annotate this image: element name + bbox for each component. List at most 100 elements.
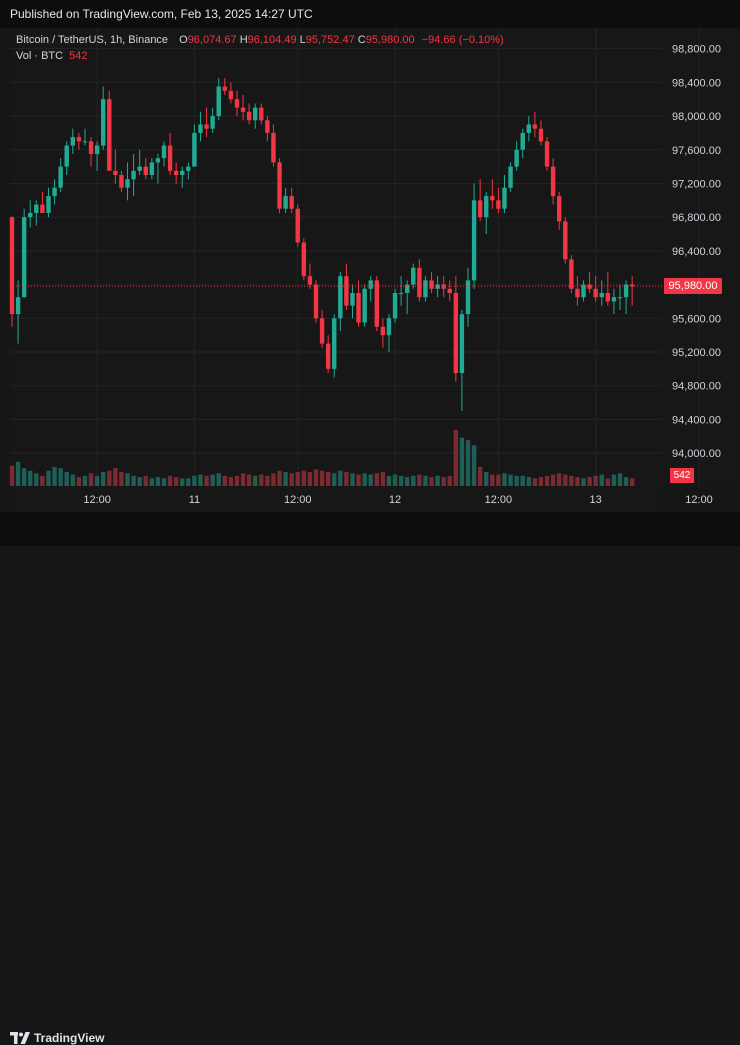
y-tick-label: 98,000.00 (672, 111, 721, 123)
volume-bar (34, 473, 39, 486)
volume-bar (76, 477, 82, 486)
candle-body (520, 132, 525, 150)
grid-layer (10, 28, 700, 486)
volume-bar (623, 477, 629, 486)
volume-bar (277, 470, 282, 486)
volume-bar (283, 472, 288, 486)
tradingview-logo[interactable]: TradingView (10, 1031, 104, 1045)
candle-body (259, 107, 264, 121)
volume-bar (64, 472, 69, 486)
volume-bar (204, 475, 209, 486)
candle-body (532, 124, 538, 129)
price-scale[interactable] (662, 28, 740, 486)
chart-legend: Bitcoin / TetherUS, 1h, Binance O96,074.… (16, 34, 504, 46)
candle-body (411, 267, 416, 285)
candle-body (557, 196, 562, 222)
volume-bar (508, 474, 513, 486)
volume-bar (149, 478, 155, 486)
candle-body (101, 99, 106, 146)
y-tick-label: 98,800.00 (672, 44, 721, 56)
candle-body (234, 99, 240, 108)
candle-body (295, 208, 300, 243)
change-value: −94.66 (−0.10%) (421, 34, 504, 46)
volume-bar (216, 473, 221, 486)
candle-body (283, 196, 288, 209)
open-label: O (179, 34, 188, 46)
candle-body (301, 242, 307, 277)
candle-body (611, 297, 617, 302)
volume-bar (526, 477, 531, 486)
volume-bar (246, 474, 252, 486)
candle-body (173, 170, 179, 176)
volume-bar (253, 475, 258, 486)
y-tick-label: 98,400.00 (672, 77, 721, 89)
candle-body (593, 288, 598, 298)
x-tick-label: 12:00 (685, 494, 713, 506)
candle-body (526, 124, 531, 133)
candle-body (76, 137, 82, 142)
volume-bar (338, 470, 343, 486)
candle-body (240, 107, 246, 112)
y-tick-label: 94,400.00 (672, 414, 721, 426)
volume-bar (125, 473, 130, 486)
candle-body (52, 187, 57, 197)
candle-body (392, 293, 398, 319)
candle-body (484, 196, 489, 218)
candle-body (107, 99, 112, 171)
y-tick-label: 96,800.00 (672, 212, 721, 224)
candle-body (417, 267, 422, 298)
candle-body (508, 166, 513, 188)
volume-bar (392, 474, 398, 486)
candle-body (161, 145, 167, 159)
volume-bar (101, 472, 106, 486)
time-scale[interactable] (10, 486, 662, 512)
last-price-tag: 95,980.00 (664, 278, 722, 295)
x-tick-label: 13 (590, 494, 602, 506)
candle-body (143, 166, 148, 176)
candle-body (356, 293, 361, 323)
y-tick-label: 94,800.00 (672, 381, 721, 393)
volume-bar (563, 474, 568, 486)
candle-body (423, 280, 428, 298)
volume-bar (113, 468, 118, 486)
volume-bar (611, 474, 617, 486)
volume-bar (137, 477, 142, 486)
candle-body (398, 293, 404, 295)
y-tick-label: 95,200.00 (672, 347, 721, 359)
volume-bar (398, 475, 404, 486)
candle-body (277, 162, 282, 209)
volume-bar (228, 477, 234, 486)
volume-bar (173, 477, 179, 486)
volume-bar (332, 473, 337, 486)
chart-pane[interactable] (10, 28, 662, 486)
candle-body (180, 170, 185, 176)
volume-bar (143, 475, 148, 486)
y-tick-label: 96,400.00 (672, 246, 721, 258)
symbol-label[interactable]: Bitcoin / TetherUS, 1h, Binance (16, 34, 169, 46)
candle-body (362, 288, 367, 323)
volume-bar (289, 473, 294, 486)
volume-bar (265, 475, 270, 486)
volume-bar (46, 470, 51, 486)
volume-bar (94, 475, 100, 486)
candle-body (575, 288, 580, 298)
candle-body (70, 137, 75, 146)
volume-bar (629, 478, 635, 486)
volume-bar (356, 474, 361, 486)
volume-bar (599, 474, 604, 486)
candle-body (605, 293, 611, 302)
candle-body (459, 314, 465, 374)
volume-bar (28, 470, 33, 486)
candle-body (289, 196, 294, 209)
candle-body (131, 170, 136, 180)
volume-bar (459, 437, 465, 486)
volume-bar (532, 478, 538, 486)
volume-bar (9, 465, 15, 486)
volume-label[interactable]: Vol · BTC (16, 50, 64, 62)
candle-body (271, 132, 276, 163)
candle-body (46, 196, 51, 213)
candle-body (15, 297, 21, 315)
candle-body (344, 276, 349, 306)
candle-body (167, 145, 173, 171)
volume-bar (374, 473, 379, 486)
